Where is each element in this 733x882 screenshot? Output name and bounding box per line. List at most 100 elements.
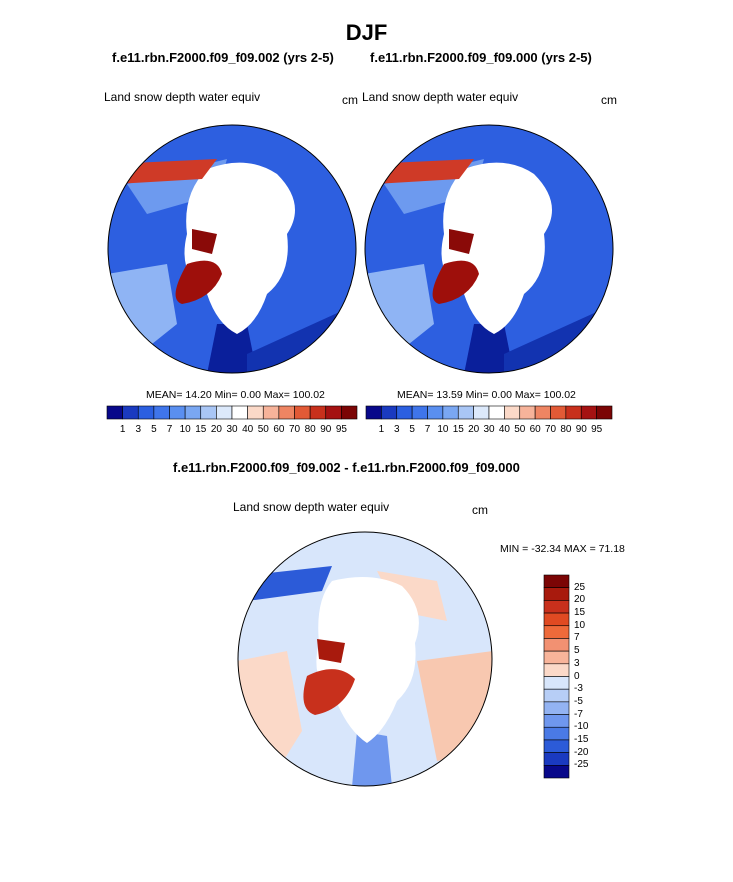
colorbar-tick-label: -25 — [574, 759, 589, 771]
colorbar-swatch — [278, 405, 295, 420]
colorbar-swatch — [247, 405, 264, 420]
colorbar-tick-label: -5 — [574, 695, 583, 707]
colorbar-swatch — [427, 405, 444, 420]
colorbar-swatch — [543, 752, 570, 766]
colorbar-tick-label: 3 — [135, 424, 142, 435]
colorbar-tick-label: 95 — [591, 424, 603, 435]
colorbar-tick-label: 20 — [574, 594, 586, 606]
colorbar-swatch — [325, 405, 342, 420]
colorbar-tick-label: 25 — [574, 581, 586, 593]
colorbar-tick-label: 10 — [437, 424, 449, 435]
colorbar-tick-label: 60 — [529, 424, 541, 435]
colorbar-swatch — [216, 405, 233, 420]
colorbar-swatch — [341, 405, 358, 420]
colorbar-tick-label: -7 — [574, 708, 583, 720]
panel2-map — [364, 124, 614, 374]
colorbar-swatch — [411, 405, 428, 420]
colorbar-swatch — [543, 638, 570, 652]
colorbar-swatch — [309, 405, 327, 420]
colorbar-swatch — [488, 405, 505, 420]
colorbar-tick-label: 0 — [574, 670, 580, 682]
colorbar-swatch — [543, 739, 570, 753]
colorbar-tick-label: -15 — [574, 733, 589, 745]
colorbar-swatch — [365, 405, 382, 420]
colorbar-tick-label: 3 — [393, 424, 400, 435]
colorbar-tick-label: 80 — [560, 424, 572, 435]
colorbar-tick-label: -20 — [574, 746, 589, 758]
colorbar-tick-label: 50 — [257, 424, 269, 435]
colorbar-swatch — [543, 688, 570, 703]
colorbar-swatch — [543, 676, 570, 690]
colorbar-swatch — [153, 405, 170, 420]
colorbar-swatch — [543, 600, 570, 614]
colorbar-swatch — [596, 405, 613, 420]
colorbar-swatch — [543, 650, 570, 665]
colorbar-swatch — [565, 405, 582, 420]
colorbar-swatch — [169, 405, 186, 420]
diff-title: f.e11.rbn.F2000.f09_f09.002 - f.e11.rbn.… — [173, 460, 520, 475]
colorbar-tick-label: 80 — [304, 424, 316, 435]
colorbar-tick-label: 15 — [195, 424, 207, 435]
colorbar-tick-label: 3 — [574, 657, 580, 669]
colorbar-tick-label: 40 — [498, 424, 510, 435]
colorbar-tick-label: 1 — [378, 424, 385, 435]
colorbar-swatch — [550, 405, 567, 420]
panel2-case-title: f.e11.rbn.F2000.f09_f09.000 (yrs 2-5) — [370, 50, 592, 65]
colorbar-swatch — [580, 405, 597, 420]
colorbar-tick-label: 90 — [320, 424, 332, 435]
colorbar-swatch — [294, 405, 311, 420]
colorbar-tick-label: 30 — [483, 424, 495, 435]
colorbar-tick-label: 15 — [452, 424, 464, 435]
diff-map — [237, 531, 493, 787]
colorbar-swatch — [543, 574, 570, 588]
panel2-stats: MEAN= 13.59 Min= 0.00 Max= 100.02 — [397, 389, 576, 401]
colorbar-swatch — [543, 625, 570, 639]
colorbar-swatch — [396, 405, 413, 420]
diff-minmax: MIN = -32.34 MAX = 71.18 — [500, 543, 625, 555]
colorbar-swatch — [200, 405, 217, 420]
colorbar-tick-label: 70 — [288, 424, 301, 435]
colorbar-tick-label: 90 — [575, 424, 587, 435]
colorbar-tick-label: 70 — [544, 424, 557, 435]
colorbar-swatch — [543, 612, 570, 627]
colorbar-swatch — [543, 765, 570, 779]
colorbar-swatch — [543, 587, 570, 601]
panel1-map — [107, 124, 357, 374]
colorbar-tick-label: 5 — [574, 645, 580, 657]
diff-units: cm — [472, 503, 488, 517]
colorbar-swatch — [473, 405, 490, 420]
colorbar-tick-label: 30 — [226, 424, 238, 435]
colorbar-tick-label: 7 — [424, 424, 431, 435]
panel2-variable-label: Land snow depth water equiv — [362, 90, 519, 104]
colorbar-tick-label: 5 — [151, 424, 157, 435]
panel1-variable-label: Land snow depth water equiv — [104, 90, 261, 104]
colorbar-swatch — [543, 701, 570, 715]
panel1-stats: MEAN= 14.20 Min= 0.00 Max= 100.02 — [146, 389, 325, 401]
diff-variable-label: Land snow depth water equiv — [233, 500, 390, 514]
colorbar-swatch — [543, 726, 570, 741]
colorbar-swatch — [519, 405, 536, 420]
colorbar-tick-label: 60 — [273, 424, 285, 435]
colorbar-tick-label: 7 — [166, 424, 173, 435]
colorbar-swatch — [543, 663, 570, 677]
colorbar-tick-label: 15 — [574, 607, 586, 619]
colorbar-swatch — [504, 405, 521, 420]
colorbar-swatch — [231, 405, 248, 420]
colorbar-swatch — [137, 405, 155, 420]
colorbar-tick-label: 10 — [574, 619, 586, 631]
panel2-units: cm — [601, 93, 617, 107]
colorbar-tick-label: 50 — [514, 424, 526, 435]
colorbar-swatch — [381, 405, 398, 420]
panel1-units: cm — [342, 93, 358, 107]
colorbar-swatch — [442, 405, 459, 420]
colorbar-swatch — [543, 714, 570, 728]
colorbar-tick-label: 20 — [468, 424, 480, 435]
colorbar-tick-label: 5 — [409, 424, 415, 435]
colorbar-tick-label: -3 — [574, 683, 583, 695]
colorbar-tick-label: 7 — [574, 632, 580, 644]
colorbar-tick-label: 20 — [210, 424, 222, 435]
panel1-case-title: f.e11.rbn.F2000.f09_f09.002 (yrs 2-5) — [112, 50, 334, 65]
colorbar-tick-label: 40 — [242, 424, 254, 435]
colorbar-tick-label: 10 — [179, 424, 191, 435]
colorbar-swatch — [184, 405, 202, 420]
